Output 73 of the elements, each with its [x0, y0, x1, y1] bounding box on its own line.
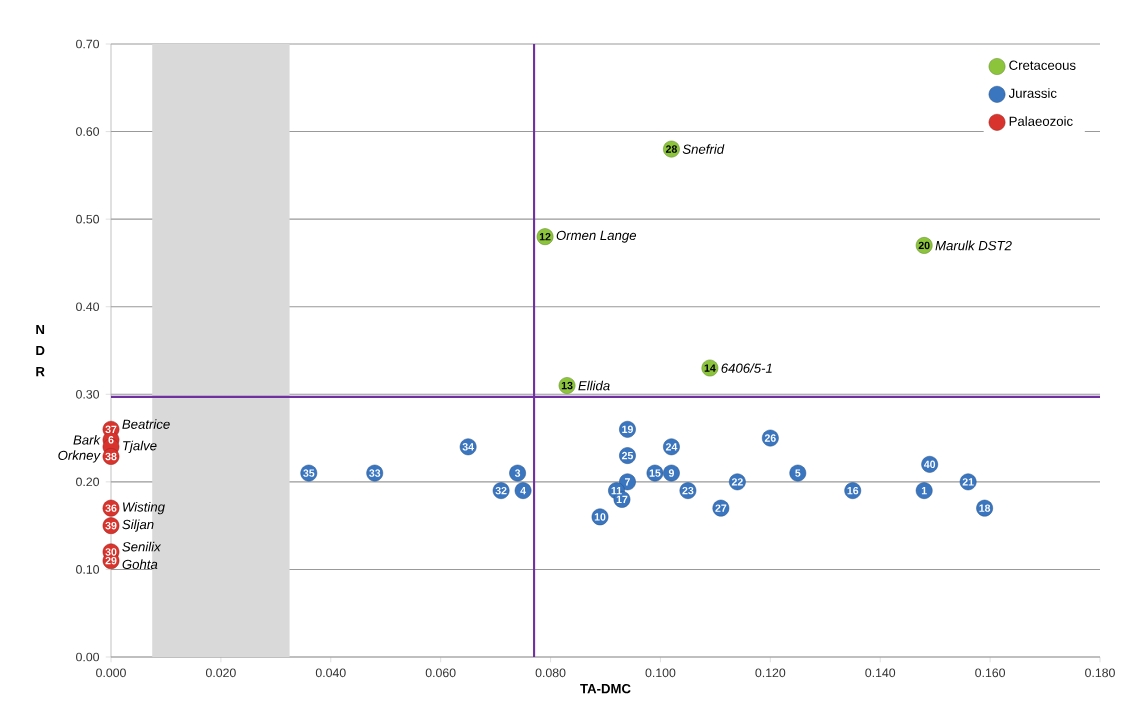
annotation: 28	[665, 145, 677, 153]
annotation: Siljan	[122, 519, 154, 532]
y-tick-label: 0.60	[76, 127, 100, 136]
annotation: 4	[520, 487, 526, 495]
x-axis-title: TA-DMC	[580, 683, 631, 694]
annotation: 12	[539, 232, 551, 241]
annotation: 32	[495, 486, 507, 495]
annotation: 18	[979, 504, 991, 512]
y-tick-label: 0.70	[76, 39, 100, 49]
annotation: 11	[611, 487, 622, 495]
annotation: 1	[921, 487, 927, 495]
annotation: Bark	[73, 435, 101, 445]
annotation: 19	[622, 425, 633, 434]
annotation: 40	[923, 460, 936, 469]
x-tick-label: 0.000	[96, 668, 126, 678]
annotation: 9	[668, 469, 674, 477]
annotation: 10	[594, 513, 606, 521]
annotation: 30	[105, 548, 117, 556]
annotation: 23	[682, 486, 694, 495]
y-tick-label: 0.30	[76, 389, 100, 399]
annotation: Tjalve	[123, 440, 157, 453]
annotation: 35	[303, 469, 315, 477]
legend-label: Cretaceous	[1009, 60, 1076, 70]
annotation: 6	[108, 436, 114, 444]
y-tick-label: 0.50	[76, 214, 100, 224]
annotation: Ormen Lange	[556, 230, 637, 243]
annotation: 3	[514, 469, 521, 477]
annotation: Wisting	[123, 502, 165, 515]
annotation: 33	[369, 469, 381, 477]
annotation: 26	[764, 434, 776, 442]
y-tick-label: 0.00	[76, 652, 100, 662]
x-tick-label: 0.140	[865, 668, 896, 678]
annotation: 5	[795, 469, 801, 477]
annotation: Senilix	[122, 541, 162, 552]
annotation: 14	[704, 364, 716, 372]
x-tick-label: 0.120	[755, 668, 786, 678]
annotation: 22	[731, 478, 743, 486]
annotation: 6406/5-1	[721, 363, 772, 373]
x-tick-label: 0.100	[645, 668, 676, 678]
x-tick-label: 0.180	[1085, 668, 1115, 678]
x-tick-label: 0.040	[315, 668, 346, 678]
x-tick-label: 0.080	[535, 668, 566, 678]
annotation: 15	[649, 469, 661, 477]
annotation: Gohta	[122, 559, 158, 570]
annotation: 7	[624, 478, 630, 486]
x-tick-label: 0.060	[425, 668, 456, 678]
annotation: 37	[105, 425, 117, 434]
y-tick-label: 0.40	[76, 302, 100, 312]
annotation: 34	[462, 443, 474, 451]
x-tick-label: 0.160	[975, 668, 1006, 678]
annotation: 17	[616, 495, 628, 503]
legend-label: Jurassic	[1008, 88, 1057, 98]
x-tick-label: 0.020	[205, 668, 236, 678]
annotation: Orkney	[58, 450, 101, 463]
annotation: 20	[918, 241, 930, 250]
y-tick-label: 0.10	[76, 565, 100, 574]
annotation: Ellida	[578, 380, 610, 391]
annotation: 21	[962, 478, 974, 486]
annotation: 16	[847, 486, 859, 495]
annotation: 24	[665, 443, 678, 451]
y-tick-label: 0.20	[76, 477, 100, 487]
annotation: Snefrid	[682, 144, 725, 154]
annotation: 36	[105, 504, 117, 512]
annotation: Beatrice	[122, 419, 170, 429]
annotation: 13	[561, 381, 573, 390]
annotation: 29	[105, 556, 117, 565]
annotation: 27	[715, 504, 727, 512]
annotation: 38	[105, 452, 117, 461]
y-axis-title: N D R	[36, 324, 45, 377]
annotation: 25	[621, 451, 634, 460]
annotation: 39	[105, 521, 117, 530]
legend-label: Palaeozoic	[1009, 116, 1073, 126]
annotation: Marulk DST2	[935, 240, 1012, 251]
